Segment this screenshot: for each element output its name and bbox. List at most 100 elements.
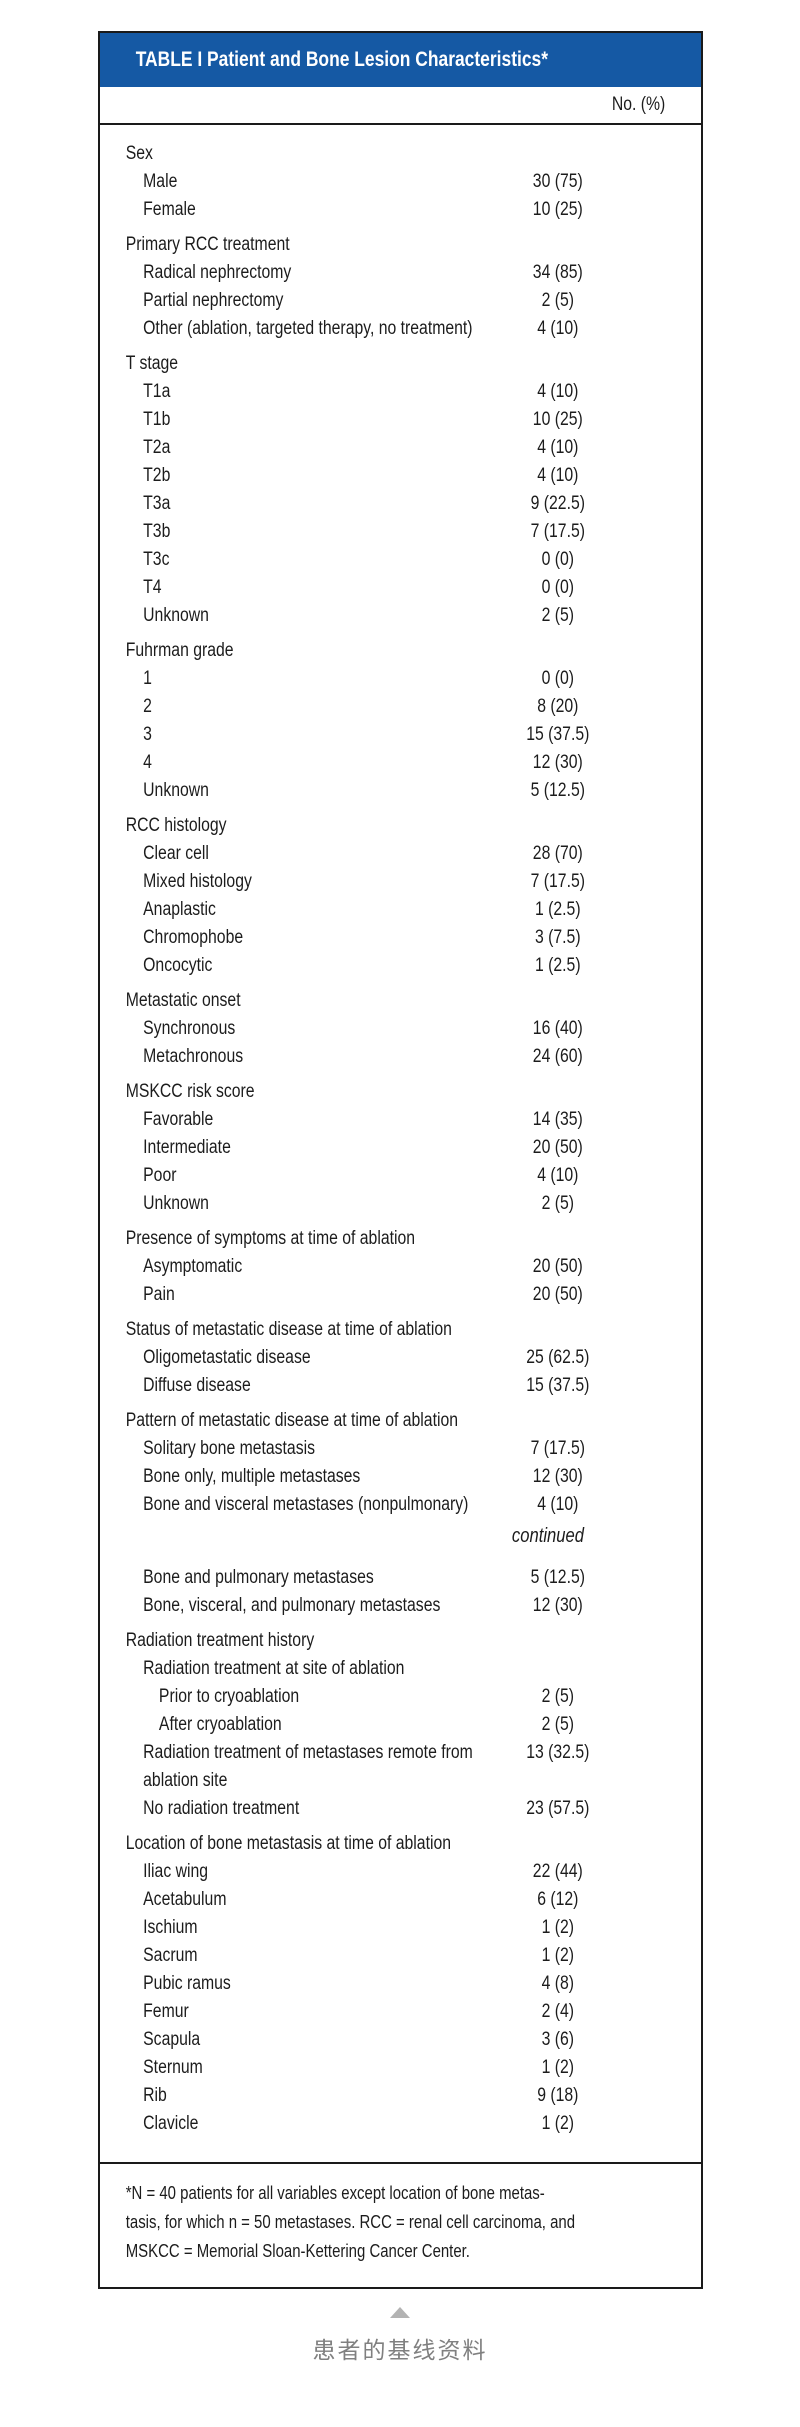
caption-text: 患者的基线资料	[312, 2338, 488, 2364]
table-body: Sex Male 30 (75) Female 10 (25) Primary RCC t…	[100, 125, 701, 2162]
row-label: 4	[143, 752, 152, 773]
row-label: T3a	[143, 493, 171, 514]
row-label: Favorable	[143, 1109, 214, 1130]
footnote-line: *N = 40 patients for all variables excep…	[125, 2183, 545, 2203]
row-value: 0 (0)	[541, 577, 575, 598]
row-value: 15 (37.5)	[526, 1375, 590, 1396]
table-row: 3 15 (37.5)	[100, 721, 701, 749]
row-label: Clear cell	[143, 843, 209, 864]
table-row: 4 12 (30)	[100, 749, 701, 777]
table-row: Fuhrman grade	[100, 637, 701, 665]
row-value: 22 (44)	[532, 1861, 583, 1882]
row-value: 1 (2)	[541, 1917, 575, 1938]
table-title: TABLE I Patient and Bone Lesion Characte…	[135, 48, 549, 71]
row-label: Sacrum	[143, 1945, 198, 1966]
section-header: Presence of symptoms at time of ablation	[125, 1228, 416, 1249]
row-value: 4 (10)	[537, 381, 579, 402]
table-row: Male 30 (75)	[100, 168, 701, 196]
row-label: T3c	[143, 549, 170, 570]
table-section: MSKCC risk score Favorable 14 (35) Intermed…	[100, 1078, 701, 1218]
up-triangle-icon	[390, 2307, 410, 2318]
row-label: 2	[143, 696, 152, 717]
row-value: 1 (2)	[541, 2113, 575, 2134]
row-value: 7 (17.5)	[530, 1438, 585, 1459]
table-row: MSKCC risk score	[100, 1078, 701, 1106]
footnote-line: tasis, for which n = 50 metastases. RCC …	[125, 2212, 576, 2232]
row-label: After cryoablation	[158, 1714, 282, 1735]
table-row: T2a 4 (10)	[100, 434, 701, 462]
row-label: T2a	[143, 437, 171, 458]
row-label: T4	[143, 577, 162, 598]
row-label: Synchronous	[143, 1018, 236, 1039]
section-header: Location of bone metastasis at time of a…	[125, 1833, 452, 1854]
table-row: Prior to cryoablation 2 (5)	[100, 1683, 701, 1711]
row-value: 12 (30)	[532, 1595, 583, 1616]
table-section: Metastatic onset Synchronous 16 (40) Metach…	[100, 987, 701, 1071]
table-row: T4 0 (0)	[100, 574, 701, 602]
table-row: Oligometastatic disease 25 (62.5)	[100, 1344, 701, 1372]
row-value: 2 (5)	[541, 605, 575, 626]
section-header: Radiation treatment history	[125, 1630, 315, 1651]
row-value: 1 (2.5)	[534, 955, 581, 976]
table-section: Primary RCC treatment Radical nephrectomy…	[100, 231, 701, 343]
row-label: Male	[143, 171, 178, 192]
table-row: Unknown 2 (5)	[100, 1190, 701, 1218]
table-row: Diffuse disease 15 (37.5)	[100, 1372, 701, 1400]
row-label: T1a	[143, 381, 171, 402]
table-row: Ischium 1 (2)	[100, 1914, 701, 1942]
section-header: Sex	[125, 143, 153, 164]
table-row: Solitary bone metastasis 7 (17.5)	[100, 1435, 701, 1463]
row-label: 3	[143, 724, 152, 745]
table-row: Sex	[100, 140, 701, 168]
table-row: Rib 9 (18)	[100, 2082, 701, 2110]
table-row: Radical nephrectomy 34 (85)	[100, 259, 701, 287]
table-row: Primary RCC treatment	[100, 231, 701, 259]
row-value: 4 (10)	[537, 1165, 579, 1186]
table-row: Female 10 (25)	[100, 196, 701, 224]
row-label: Diffuse disease	[143, 1375, 251, 1396]
row-label: Oncocytic	[143, 955, 213, 976]
row-label: Partial nephrectomy	[143, 290, 284, 311]
row-value: 8 (20)	[537, 696, 579, 717]
row-label: Clavicle	[143, 2113, 199, 2134]
table-row: Scapula 3 (6)	[100, 2026, 701, 2054]
table-row: Bone, visceral, and pulmonary metastases…	[100, 1592, 701, 1620]
row-label: Intermediate	[143, 1137, 231, 1158]
row-label: Prior to cryoablation	[158, 1686, 300, 1707]
row-label: Pubic ramus	[143, 1973, 231, 1994]
section-header: Pattern of metastatic disease at time of…	[125, 1410, 459, 1431]
row-value: 3 (6)	[541, 2029, 575, 2050]
row-value: 0 (0)	[541, 549, 575, 570]
row-value: 28 (70)	[532, 843, 583, 864]
table-row: T3b 7 (17.5)	[100, 518, 701, 546]
row-label: Bone only, multiple metastases	[143, 1466, 361, 1487]
table-row: Mixed histology 7 (17.5)	[100, 868, 701, 896]
row-value: 16 (40)	[532, 1018, 583, 1039]
table-row: T stage	[100, 350, 701, 378]
table-row: Bone and visceral metastases (nonpulmona…	[100, 1491, 701, 1519]
table-row: 2 8 (20)	[100, 693, 701, 721]
row-label: Iliac wing	[143, 1861, 209, 1882]
row-value: 2 (5)	[541, 1686, 575, 1707]
row-value: 20 (50)	[532, 1137, 583, 1158]
table-row: Bone only, multiple metastases 12 (30)	[100, 1463, 701, 1491]
table-row: Bone and pulmonary metastases 5 (12.5)	[100, 1564, 701, 1592]
section-header: Primary RCC treatment	[125, 234, 290, 255]
row-label: Metachronous	[143, 1046, 244, 1067]
table-row: Unknown 5 (12.5)	[100, 777, 701, 805]
row-label: Unknown	[143, 1193, 209, 1214]
row-value: 7 (17.5)	[530, 871, 585, 892]
row-value: 6 (12)	[537, 1889, 579, 1910]
row-value: 23 (57.5)	[526, 1798, 590, 1819]
page: { "colors": { "header_bg": "#1559A4", "b…	[0, 31, 800, 2427]
row-value: 7 (17.5)	[530, 521, 585, 542]
row-value: 3 (7.5)	[534, 927, 581, 948]
table-row: Iliac wing 22 (44)	[100, 1858, 701, 1886]
row-value: 10 (25)	[532, 199, 583, 220]
continued-marker: continued	[511, 1525, 584, 1547]
row-label: Chromophobe	[143, 927, 244, 948]
footnote: *N = 40 patients for all variables excep…	[100, 2162, 701, 2287]
table-row: Chromophobe 3 (7.5)	[100, 924, 701, 952]
table-row: Radiation treatment of metastases remote…	[100, 1739, 701, 1795]
row-label: Asymptomatic	[143, 1256, 243, 1277]
